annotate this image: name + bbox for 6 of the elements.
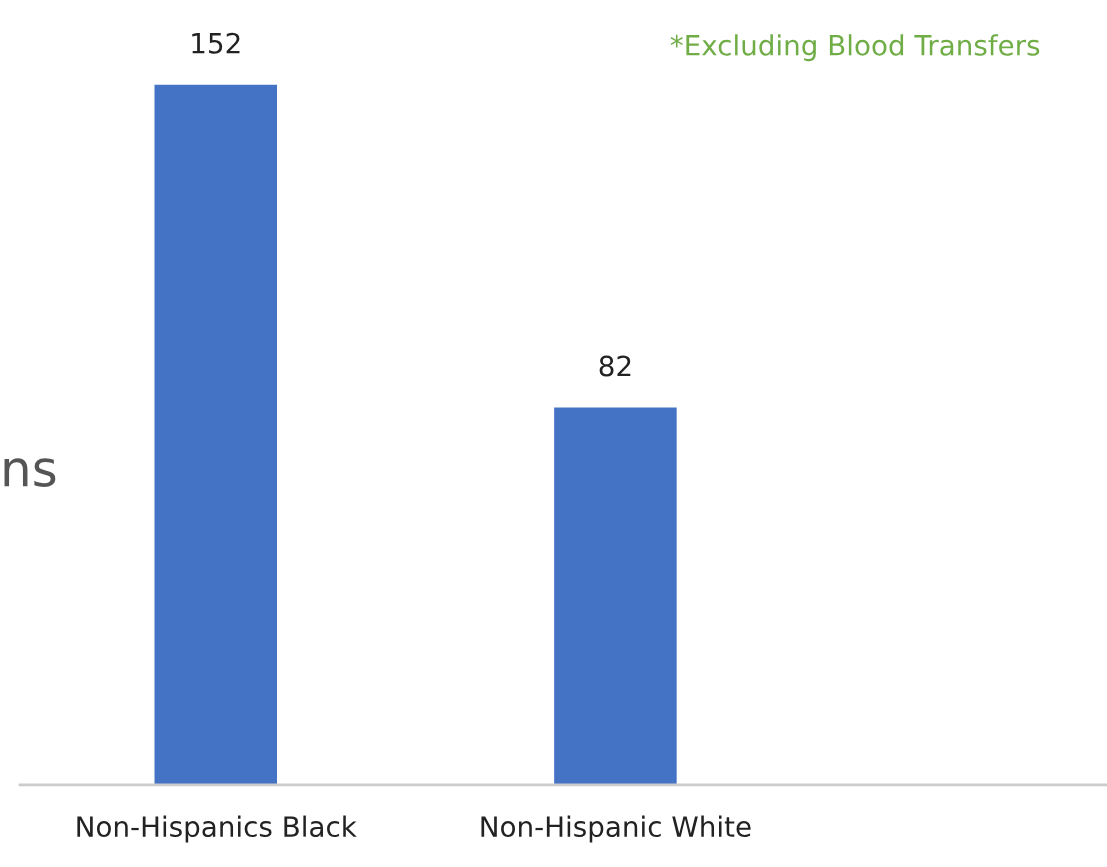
data-label: 82 [599,355,631,377]
x-tick-label: Non-Hispanic White [481,815,751,843]
text: *Excluding Blood Transfers [670,34,1040,62]
annotation: ns [4,458,56,488]
x-tick-label: Non-Hispanics Black [77,815,357,843]
data-label: 152 [192,32,240,54]
